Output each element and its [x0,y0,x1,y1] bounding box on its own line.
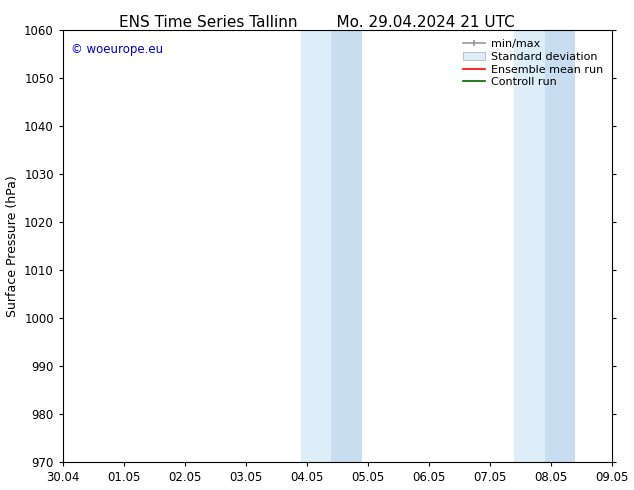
Y-axis label: Surface Pressure (hPa): Surface Pressure (hPa) [6,175,18,317]
Bar [514,30,545,463]
Bar [545,30,575,463]
Bar [331,30,362,463]
Text: ENS Time Series Tallinn        Mo. 29.04.2024 21 UTC: ENS Time Series Tallinn Mo. 29.04.2024 2… [119,15,515,30]
Bar [301,30,331,463]
Text: © woeurope.eu: © woeurope.eu [71,43,163,56]
Legend: min/max, Standard deviation, Ensemble mean run, Controll run: min/max, Standard deviation, Ensemble me… [460,36,606,91]
